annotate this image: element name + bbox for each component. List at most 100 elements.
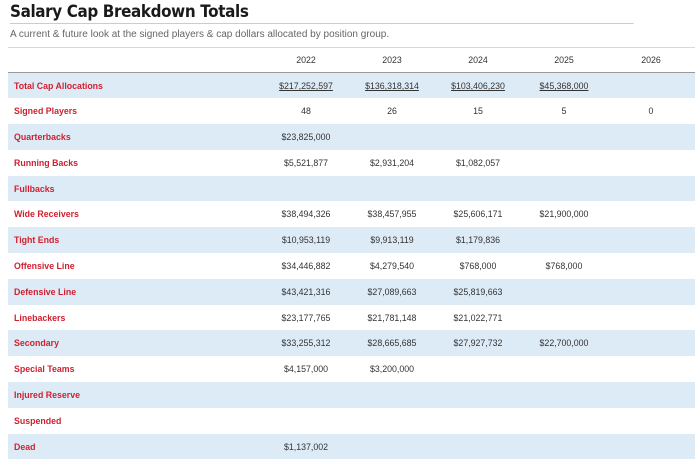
table-row: Fullbacks bbox=[8, 175, 695, 202]
row-label: Special Teams bbox=[14, 364, 75, 375]
table-cell bbox=[263, 175, 349, 202]
table-cell bbox=[435, 356, 521, 382]
table-cell bbox=[435, 175, 521, 202]
table-cell bbox=[521, 382, 607, 408]
table-cell bbox=[263, 408, 349, 434]
table-cell: $1,137,002 bbox=[263, 433, 349, 460]
table-cell bbox=[607, 408, 695, 434]
table-cell bbox=[607, 253, 695, 279]
cap-total-link[interactable]: $136,318,314 bbox=[349, 72, 435, 99]
table-cell: $4,157,000 bbox=[283, 364, 329, 375]
page-title: Salary Cap Breakdown Totals bbox=[10, 2, 634, 24]
table-cell bbox=[607, 175, 695, 202]
cap-total-link[interactable]: $217,252,597 bbox=[263, 72, 349, 99]
row-label: Fullbacks bbox=[8, 175, 263, 202]
table-cell: $21,022,771 bbox=[453, 312, 503, 323]
cap-total-link[interactable]: $45,368,000 bbox=[521, 72, 607, 99]
table-row: Suspended bbox=[8, 408, 695, 434]
table-cell bbox=[521, 305, 607, 331]
table-cell: $21,900,000 bbox=[539, 209, 589, 220]
row-label: Secondary bbox=[8, 330, 263, 357]
table-cell: $4,279,540 bbox=[369, 260, 415, 271]
table-cell bbox=[607, 150, 695, 176]
table-row: Special Teams $4,157,000 $3,200,000 bbox=[8, 356, 695, 382]
cap-breakdown-table: 2022 2023 2024 2025 2026 Total Cap Alloc… bbox=[8, 47, 695, 460]
table-cell bbox=[435, 433, 521, 460]
row-label: Suspended bbox=[14, 415, 62, 426]
table-row: Total Cap Allocations $217,252,597 $136,31… bbox=[8, 72, 695, 99]
table-cell: $768,000 bbox=[459, 260, 497, 271]
table-row: Offensive Line $34,446,882 $4,279,540 $768,… bbox=[8, 253, 695, 279]
row-label: Quarterbacks bbox=[8, 124, 263, 150]
table-cell: $1,179,836 bbox=[435, 227, 521, 254]
row-label: Linebackers bbox=[14, 312, 66, 323]
table-cell: $33,255,312 bbox=[263, 330, 349, 357]
table-cell bbox=[435, 124, 521, 150]
table-cell bbox=[607, 278, 695, 305]
column-header-year: 2025 bbox=[521, 47, 607, 73]
row-label: Injured Reserve bbox=[8, 382, 263, 408]
table-cell: $22,700,000 bbox=[521, 330, 607, 357]
table-cell bbox=[521, 124, 607, 150]
table-cell: $43,421,316 bbox=[263, 278, 349, 305]
table-cell bbox=[521, 150, 607, 176]
table-cell: $27,927,732 bbox=[435, 330, 521, 357]
column-header-year: 2024 bbox=[435, 47, 521, 73]
table-cell bbox=[349, 124, 435, 150]
page-subtitle: A current & future look at the signed pl… bbox=[10, 29, 390, 40]
table-cell bbox=[607, 433, 695, 460]
table-row: Running Backs $5,521,877 $2,931,204 $1,082,… bbox=[8, 150, 695, 176]
table-cell: $34,446,882 bbox=[281, 260, 331, 271]
row-label: Total Cap Allocations bbox=[8, 72, 263, 99]
table-cell: $38,457,955 bbox=[367, 209, 417, 220]
table-cell bbox=[607, 356, 695, 382]
table-row: Defensive Line $43,421,316 $27,089,663 $25,… bbox=[8, 278, 695, 305]
table-cell bbox=[607, 72, 695, 99]
table-row: Secondary $33,255,312 $28,665,685 $27,927,7… bbox=[8, 330, 695, 357]
table-cell: $23,825,000 bbox=[263, 124, 349, 150]
table-row: Injured Reserve bbox=[8, 382, 695, 408]
row-label: Defensive Line bbox=[8, 278, 263, 305]
row-label: Wide Receivers bbox=[14, 209, 79, 220]
row-label: Dead bbox=[8, 433, 263, 460]
table-row: Linebackers $23,177,765 $21,781,148 $21,022… bbox=[8, 305, 695, 331]
table-cell: $768,000 bbox=[545, 260, 583, 271]
row-label: Tight Ends bbox=[8, 227, 263, 254]
table-row: Wide Receivers $38,494,326 $38,457,955 $25,… bbox=[8, 201, 695, 227]
table-row: Tight Ends $10,953,119 $9,913,119 $1,179,83… bbox=[8, 227, 695, 254]
table-cell bbox=[521, 278, 607, 305]
table-cell: $28,665,685 bbox=[349, 330, 435, 357]
row-label: Running Backs bbox=[14, 157, 79, 168]
table-cell: $1,082,057 bbox=[455, 157, 501, 168]
column-header-year: 2026 bbox=[607, 47, 695, 73]
table-cell bbox=[521, 227, 607, 254]
table-cell bbox=[607, 382, 695, 408]
table-row: Dead $1,137,002 bbox=[8, 433, 695, 460]
cap-total-link[interactable]: $103,406,230 bbox=[435, 72, 521, 99]
table-cell: $5,521,877 bbox=[283, 157, 329, 168]
table-cell: $2,931,204 bbox=[369, 157, 415, 168]
table-cell: $9,913,119 bbox=[349, 227, 435, 254]
table-cell: $25,819,663 bbox=[435, 278, 521, 305]
table-cell: $25,606,171 bbox=[453, 209, 503, 220]
table-cell bbox=[521, 175, 607, 202]
table-cell bbox=[349, 433, 435, 460]
table-cell: 26 bbox=[387, 106, 397, 117]
table-cell: 0 bbox=[648, 106, 654, 117]
column-header-year: 2022 bbox=[263, 47, 349, 73]
table-cell bbox=[521, 433, 607, 460]
table-cell bbox=[607, 305, 695, 331]
table-cell: $27,089,663 bbox=[349, 278, 435, 305]
header-label-cell bbox=[8, 47, 263, 73]
table-cell: 5 bbox=[561, 106, 567, 117]
table-cell: $10,953,119 bbox=[263, 227, 349, 254]
table-cell bbox=[607, 124, 695, 150]
table-cell bbox=[349, 408, 435, 434]
table-cell bbox=[607, 201, 695, 227]
table-cell: $3,200,000 bbox=[369, 364, 415, 375]
table-cell bbox=[435, 382, 521, 408]
table-cell: $21,781,148 bbox=[367, 312, 417, 323]
table-cell bbox=[435, 408, 521, 434]
table-cell bbox=[521, 356, 607, 382]
row-label: Offensive Line bbox=[14, 260, 75, 271]
